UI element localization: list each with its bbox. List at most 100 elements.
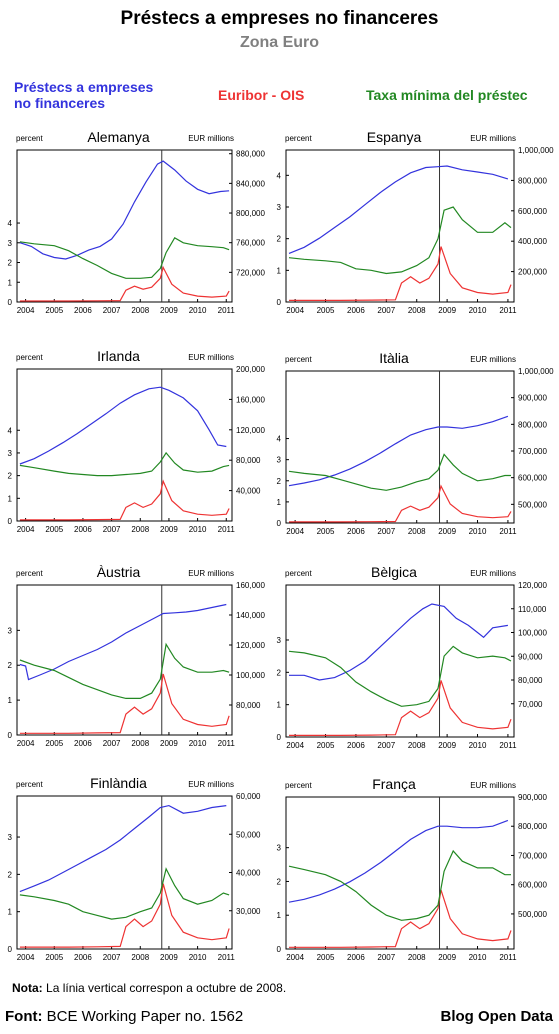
x-tick-label: 2006 xyxy=(74,739,92,748)
blog-credit: Blog Open Data xyxy=(440,1008,553,1025)
left-tick-label: 2 xyxy=(8,661,13,670)
footnote-text: La línia vertical correspon a octubre de… xyxy=(46,981,287,995)
right-tick-label: 900,000 xyxy=(518,793,547,802)
euribor-ois-series-line xyxy=(289,484,512,523)
x-tick-label: 2010 xyxy=(189,739,207,748)
x-tick-label: 2006 xyxy=(74,525,92,534)
panel-title: Alemanya xyxy=(87,129,149,145)
left-tick-label: 2 xyxy=(277,877,282,886)
plot-frame xyxy=(16,149,233,303)
euribor-ois-series-line xyxy=(19,265,230,302)
x-tick-label: 2004 xyxy=(17,953,35,962)
x-tick-label: 2011 xyxy=(218,953,236,962)
right-axis-label: EUR millions xyxy=(470,781,516,790)
loans-series-line xyxy=(19,160,230,260)
x-tick-label: 2005 xyxy=(317,953,335,962)
left-tick-label: 1 xyxy=(8,278,13,287)
x-tick-label: 2009 xyxy=(438,953,456,962)
right-axis-label: EUR millions xyxy=(188,134,234,143)
right-tick-label: 70,000 xyxy=(518,700,543,709)
x-tick-label: 2006 xyxy=(347,306,365,315)
chart-title: Préstecs a empreses no financeres xyxy=(120,8,439,29)
x-tick-label: 2009 xyxy=(160,306,178,315)
right-tick-label: 80,000 xyxy=(236,456,261,465)
right-tick-label: 100,000 xyxy=(236,671,265,680)
panel-title: Espanya xyxy=(367,129,422,145)
x-tick-label: 2011 xyxy=(499,527,517,536)
left-tick-label: 2 xyxy=(277,477,282,486)
footnote: Nota: La línia vertical correspon a octu… xyxy=(12,981,286,995)
right-axis-label: EUR millions xyxy=(188,780,234,789)
x-tick-label: 2009 xyxy=(160,739,178,748)
x-tick-label: 2011 xyxy=(499,741,517,750)
left-tick-label: 3 xyxy=(8,239,13,248)
x-tick-label: 2006 xyxy=(74,953,92,962)
left-axis-label: percent xyxy=(285,134,312,143)
x-tick-label: 2009 xyxy=(438,306,456,315)
minimum-rate-series-line xyxy=(19,236,230,279)
minimum-rate-series-line xyxy=(288,206,512,275)
left-tick-label: 4 xyxy=(277,435,282,444)
left-tick-label: 1 xyxy=(277,911,282,920)
minimum-rate-series-line xyxy=(19,867,230,920)
left-tick-label: 3 xyxy=(277,636,282,645)
x-tick-label: 2010 xyxy=(469,741,487,750)
x-tick-label: 2005 xyxy=(45,953,63,962)
left-tick-label: 4 xyxy=(277,171,282,180)
right-tick-label: 800,000 xyxy=(518,822,547,831)
left-tick-label: 0 xyxy=(277,733,282,742)
left-tick-label: 2 xyxy=(277,235,282,244)
right-tick-label: 700,000 xyxy=(518,447,547,456)
legend-loans: Préstecs a empreses no financeres xyxy=(14,79,153,111)
right-tick-label: 700,000 xyxy=(518,851,547,860)
left-tick-label: 0 xyxy=(8,517,13,526)
x-tick-label: 2006 xyxy=(347,741,365,750)
x-tick-label: 2011 xyxy=(218,739,236,748)
x-tick-label: 2004 xyxy=(286,306,304,315)
x-tick-label: 2007 xyxy=(377,953,395,962)
x-tick-label: 2004 xyxy=(17,525,35,534)
loans-series-line xyxy=(289,603,508,681)
x-tick-label: 2008 xyxy=(131,953,149,962)
x-tick-label: 2007 xyxy=(103,953,121,962)
x-tick-label: 2004 xyxy=(286,741,304,750)
x-tick-label: 2010 xyxy=(469,306,487,315)
right-tick-label: 50,000 xyxy=(236,830,261,839)
x-tick-label: 2008 xyxy=(408,741,426,750)
left-tick-label: 0 xyxy=(277,519,282,528)
euribor-ois-series-line xyxy=(289,680,512,737)
right-tick-label: 600,000 xyxy=(518,474,547,483)
right-tick-label: 40,000 xyxy=(236,487,261,496)
left-tick-label: 4 xyxy=(8,426,13,435)
panel-title: Bèlgica xyxy=(371,564,417,580)
right-tick-label: 840,000 xyxy=(236,179,265,188)
right-tick-label: 800,000 xyxy=(236,209,265,218)
x-tick-label: 2010 xyxy=(189,953,207,962)
x-tick-label: 2009 xyxy=(160,953,178,962)
x-tick-label: 2008 xyxy=(408,527,426,536)
right-tick-label: 160,000 xyxy=(236,581,265,590)
right-tick-label: 80,000 xyxy=(518,676,543,685)
left-tick-label: 0 xyxy=(8,298,13,307)
x-tick-label: 2005 xyxy=(317,741,335,750)
right-tick-label: 900,000 xyxy=(518,394,547,403)
x-tick-label: 2008 xyxy=(131,525,149,534)
panel-title: Irlanda xyxy=(97,348,140,364)
right-axis-label: EUR millions xyxy=(470,355,516,364)
source-text: BCE Working Paper no. 1562 xyxy=(46,1008,244,1025)
x-tick-label: 2009 xyxy=(438,741,456,750)
panel-title: Itàlia xyxy=(379,350,409,366)
left-axis-label: percent xyxy=(16,569,43,578)
x-tick-label: 2007 xyxy=(103,739,121,748)
left-axis-label: percent xyxy=(16,353,43,362)
legend-loans-line1: Préstecs a empreses xyxy=(14,79,154,95)
x-tick-label: 2005 xyxy=(317,306,335,315)
loans-series-line xyxy=(19,804,227,893)
left-tick-label: 3 xyxy=(277,844,282,853)
euribor-ois-series-line xyxy=(289,246,512,301)
left-tick-label: 4 xyxy=(8,219,13,228)
legend-rate: Taxa mínima del préstec xyxy=(366,87,528,103)
left-tick-label: 1 xyxy=(8,908,13,917)
right-tick-label: 1,000,000 xyxy=(518,146,554,155)
